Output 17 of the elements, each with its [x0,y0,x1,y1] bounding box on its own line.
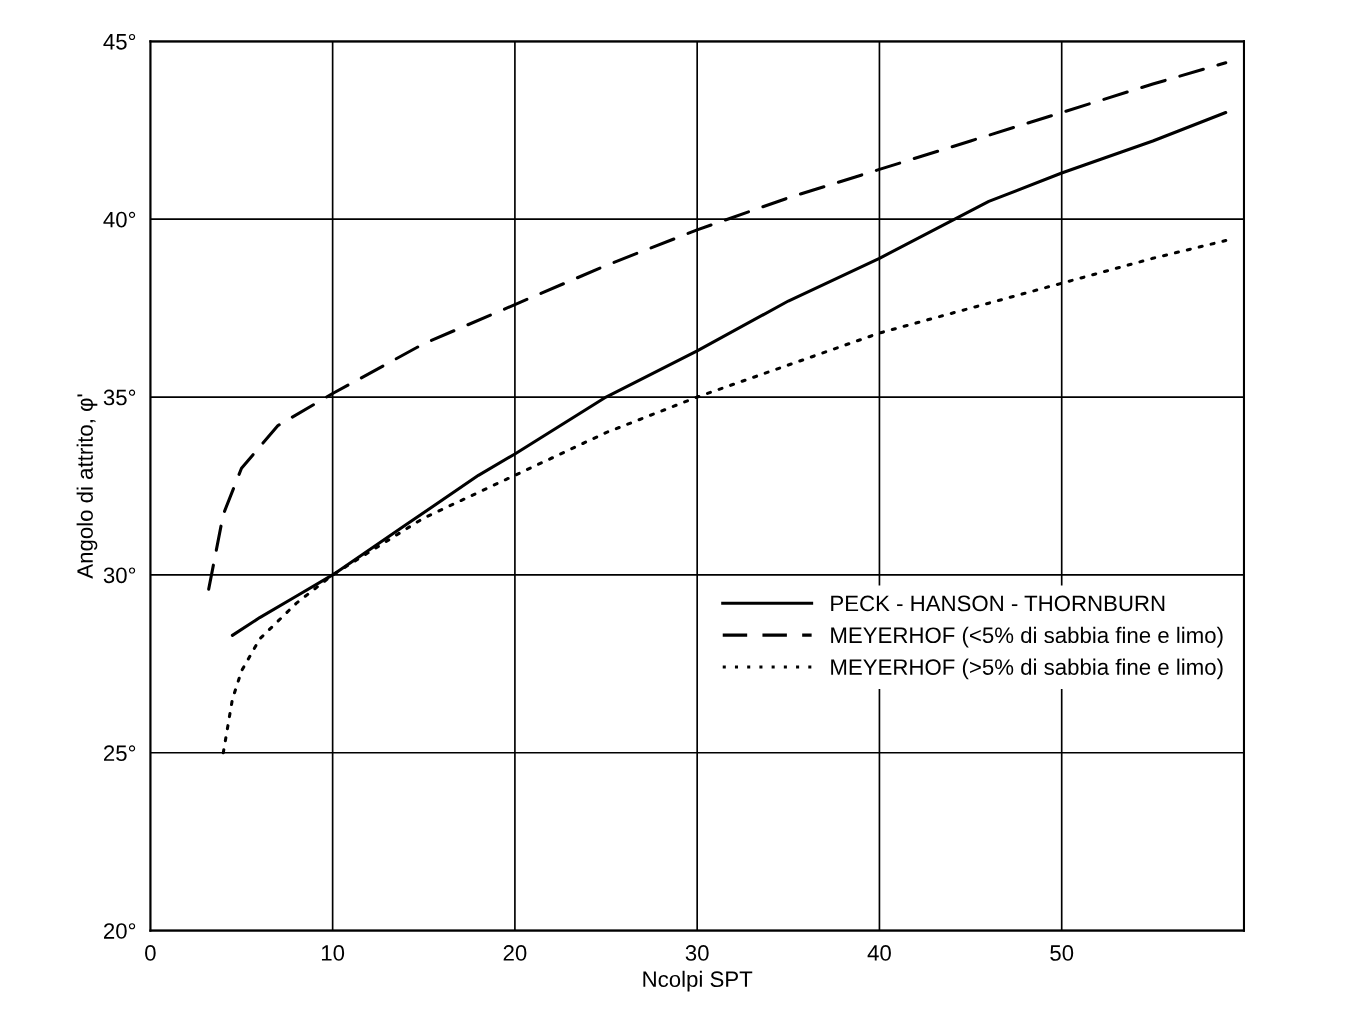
y-tick-label: 25° [104,745,136,762]
y-tick-label: 40° [103,211,136,228]
y-axis-title: Angolo di attrito, φ' [76,394,98,579]
x-tick-label: 40 [867,945,891,961]
x-tick-label: 30 [685,945,709,961]
y-tick-label: 35° [103,389,136,406]
legend-label: MEYERHOF (<5% di sabbia fine e limo) [831,626,1223,648]
y-tick-label: 20° [104,923,136,939]
x-axis-title: Ncolpi SPT [643,970,753,992]
x-tick-label: 20 [503,945,527,961]
legend-label: MEYERHOF (>5% di sabbia fine e limo) [831,658,1223,680]
x-tick-label: 10 [321,945,345,961]
y-tick-label: 45° [103,33,136,50]
x-tick-label: 0 [145,945,156,961]
y-tick-label: 30° [103,567,136,584]
x-tick-label: 50 [1050,945,1074,961]
legend-label: PECK - HANSON - THORNBURN [831,595,1165,612]
